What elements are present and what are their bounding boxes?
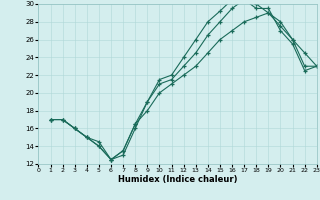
X-axis label: Humidex (Indice chaleur): Humidex (Indice chaleur)	[118, 175, 237, 184]
